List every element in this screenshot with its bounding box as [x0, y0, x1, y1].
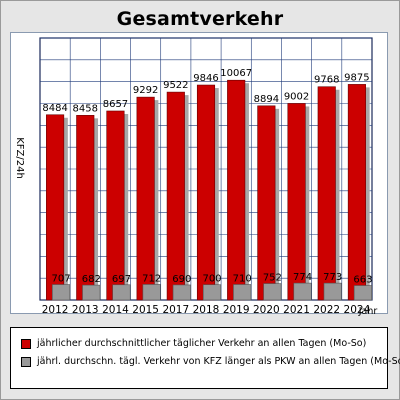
bar-heavy-2014 [112, 284, 131, 301]
data-label-adt-2022: 9768 [314, 75, 339, 86]
chart-title: Gesamtverkehr [116, 8, 284, 30]
data-label-adt-2018: 9846 [193, 73, 218, 84]
x-tick-label-2019: 2019 [223, 304, 250, 316]
bar-heavy-2020 [263, 283, 282, 301]
bar-adt-2020 [257, 105, 276, 301]
bar-adt-2019 [227, 79, 246, 301]
data-label-heavy-2022: 773 [323, 272, 342, 283]
data-label-adt-2020: 8894 [254, 94, 279, 105]
bar-adt-2017 [166, 91, 185, 301]
legend-label-heavy: jährl. durchschn. tägl. Verkehr von KFZ … [37, 356, 400, 367]
x-tick-label-2020: 2020 [253, 304, 280, 316]
x-tick-label-2022: 2022 [313, 304, 340, 316]
bar-adt-2022 [317, 86, 336, 301]
bar-heavy-2019 [233, 284, 252, 301]
bar-adt-2014 [106, 110, 125, 301]
x-tick-label-2014: 2014 [102, 304, 129, 316]
legend-item-adt: jährlicher durchschnittlicher täglicher … [21, 338, 366, 349]
data-label-adt-2019: 10067 [220, 68, 252, 79]
data-label-adt-2021: 9002 [284, 91, 309, 102]
bar-adt-2012 [46, 114, 65, 301]
data-label-adt-2012: 8484 [42, 103, 67, 114]
x-tick-label-2017: 2017 [162, 304, 189, 316]
legend-item-heavy: jährl. durchschn. tägl. Verkehr von KFZ … [21, 356, 400, 367]
y-axis-label: KFZ/24h [14, 137, 25, 179]
bar-adt-2021 [287, 103, 306, 301]
data-label-heavy-2021: 774 [293, 272, 312, 283]
bar-heavy-2017 [172, 284, 191, 301]
bar-heavy-2021 [293, 282, 312, 301]
x-tick-label-2013: 2013 [72, 304, 99, 316]
x-axis-label: Jahr [358, 306, 378, 317]
bar-heavy-2018 [202, 284, 222, 301]
data-label-heavy-2015: 712 [142, 273, 161, 284]
data-label-heavy-2017: 690 [172, 274, 191, 285]
x-tick-label-2024: 2024 [344, 304, 371, 316]
bar-heavy-2024 [353, 285, 372, 301]
data-label-adt-2024: 9875 [344, 72, 369, 83]
data-label-adt-2015: 9292 [133, 85, 158, 96]
data-label-heavy-2013: 682 [82, 274, 101, 285]
bar-heavy-2012 [52, 284, 71, 301]
x-tick-label-2021: 2021 [283, 304, 310, 316]
bar-heavy-2022 [323, 282, 342, 301]
bar-adt-2024 [347, 84, 366, 301]
legend-label-adt: jährlicher durchschnittlicher täglicher … [37, 338, 367, 349]
data-label-heavy-2024: 663 [353, 275, 372, 286]
bar-adt-2015 [136, 96, 155, 301]
data-label-adt-2014: 8657 [103, 99, 128, 110]
data-label-heavy-2019: 710 [233, 273, 252, 284]
x-tick-label-2015: 2015 [132, 304, 159, 316]
data-label-heavy-2020: 752 [263, 273, 282, 284]
data-label-adt-2013: 8458 [73, 103, 98, 114]
data-label-heavy-2018: 700 [202, 274, 221, 285]
data-label-heavy-2012: 707 [52, 274, 71, 285]
legend-swatch-heavy [21, 356, 31, 367]
x-tick-label-2018: 2018 [193, 304, 220, 316]
bar-adt-2018 [196, 84, 216, 301]
bar-heavy-2015 [142, 284, 161, 301]
x-tick-label-2012: 2012 [42, 304, 69, 316]
bar-adt-2013 [76, 115, 95, 301]
data-label-adt-2017: 9522 [163, 80, 188, 91]
legend: jährlicher durchschnittlicher täglicher … [10, 327, 400, 389]
legend-swatch-adt [21, 338, 31, 349]
bar-heavy-2013 [82, 284, 101, 301]
data-label-heavy-2014: 697 [112, 274, 131, 285]
